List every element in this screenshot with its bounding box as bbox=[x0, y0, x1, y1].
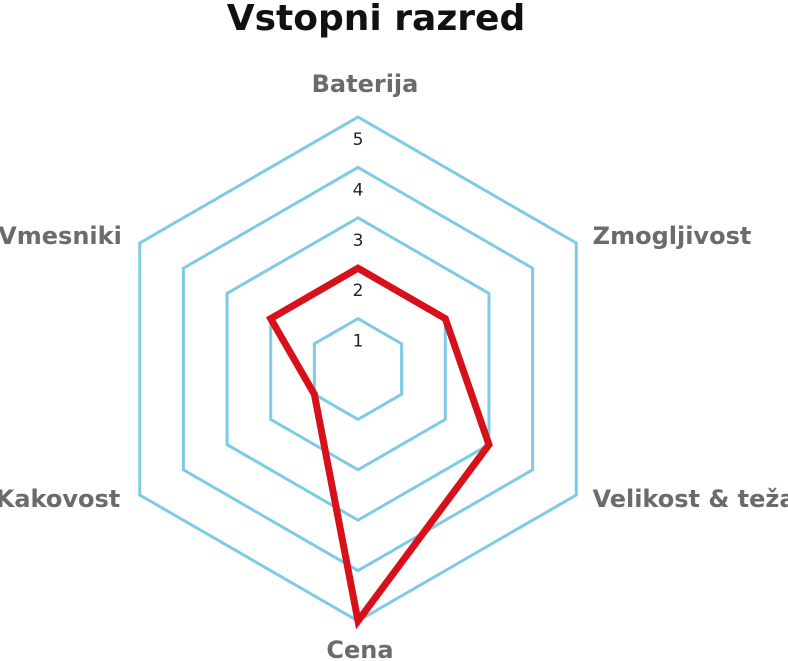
grid-ring bbox=[181, 165, 535, 573]
grid-ring bbox=[312, 316, 404, 422]
tick-label: 2 bbox=[353, 281, 364, 301]
category-label: Zmogljivost bbox=[593, 222, 752, 250]
category-label: Kakovost bbox=[0, 485, 120, 513]
category-label: Baterija bbox=[312, 70, 419, 98]
category-label: Velikost & teža bbox=[592, 485, 788, 513]
tick-label: 5 bbox=[353, 130, 364, 150]
category-label: Vmesniki bbox=[0, 222, 122, 250]
tick-label: 4 bbox=[353, 180, 364, 200]
tick-label: 3 bbox=[353, 231, 364, 251]
series-line bbox=[265, 264, 493, 630]
chart-title: Vstopni razred bbox=[227, 0, 525, 39]
grid-ring bbox=[225, 216, 491, 522]
category-label: Cena bbox=[326, 636, 393, 661]
tick-label: 1 bbox=[353, 332, 364, 352]
